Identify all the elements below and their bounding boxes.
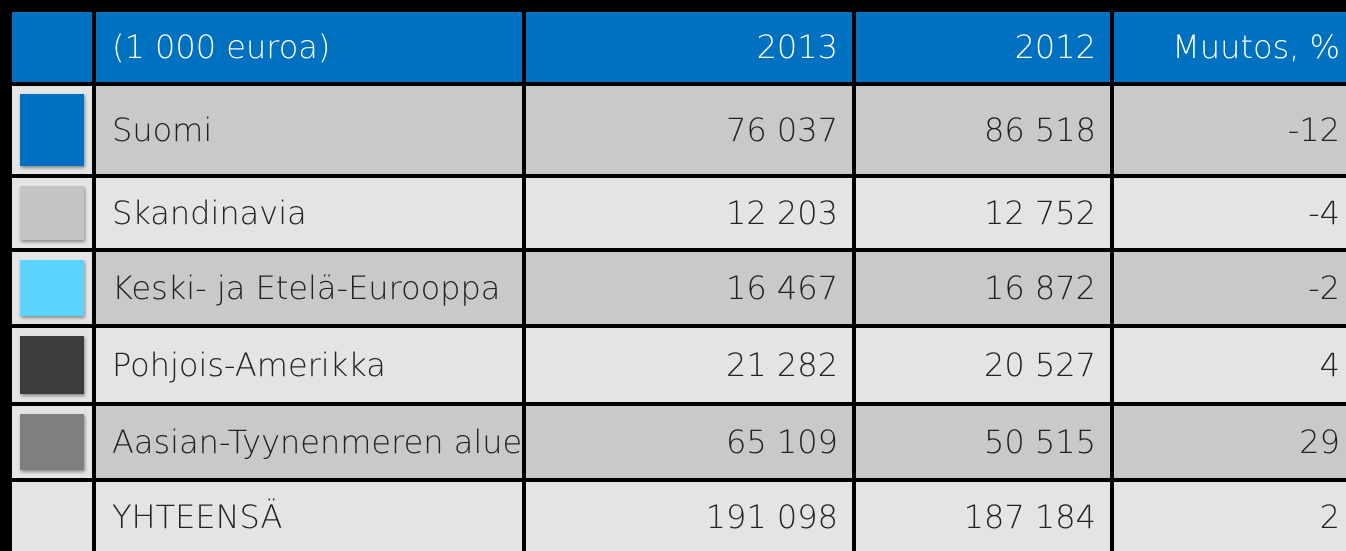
value-cell: 16 467 (526, 252, 852, 324)
value-cell: 29 (1114, 406, 1346, 478)
swatch-cell (12, 86, 92, 174)
color-swatch (20, 414, 84, 470)
row-label: Pohjois-Amerikka (96, 328, 522, 402)
value-cell: 76 037 (526, 86, 852, 174)
value-cell: 50 515 (856, 406, 1110, 478)
value-cell: -12 (1114, 86, 1346, 174)
swatch-cell (12, 406, 92, 478)
value-cell: 20 527 (856, 328, 1110, 402)
value-cell: 4 (1114, 328, 1346, 402)
value-cell: 191 098 (526, 482, 852, 551)
value-cell: 86 518 (856, 86, 1110, 174)
swatch-cell (12, 252, 92, 324)
row-label: YHTEENSÄ (96, 482, 522, 551)
value-cell: -4 (1114, 178, 1346, 248)
value-cell: 12 752 (856, 178, 1110, 248)
swatch-cell (12, 178, 92, 248)
header-cell: (1 000 euroa) (96, 12, 522, 82)
value-cell: -2 (1114, 252, 1346, 324)
value-cell: 187 184 (856, 482, 1110, 551)
color-swatch (20, 260, 84, 316)
header-cell: 2013 (526, 12, 852, 82)
color-swatch (20, 336, 84, 394)
row-label: Suomi (96, 86, 522, 174)
value-cell: 16 872 (856, 252, 1110, 324)
swatch-cell (12, 482, 92, 551)
swatch-cell (12, 328, 92, 402)
color-swatch (20, 94, 84, 166)
value-cell: 21 282 (526, 328, 852, 402)
value-cell: 65 109 (526, 406, 852, 478)
value-cell: 12 203 (526, 178, 852, 248)
color-swatch (20, 186, 84, 240)
value-cell: 2 (1114, 482, 1346, 551)
row-label: Aasian-Tyynenmeren alue (96, 406, 522, 478)
header-cell: Muutos, % (1114, 12, 1346, 82)
row-label: Skandinavia (96, 178, 522, 248)
header-cell (12, 12, 92, 82)
row-label: Keski- ja Etelä-Eurooppa (96, 252, 522, 324)
header-cell: 2012 (856, 12, 1110, 82)
